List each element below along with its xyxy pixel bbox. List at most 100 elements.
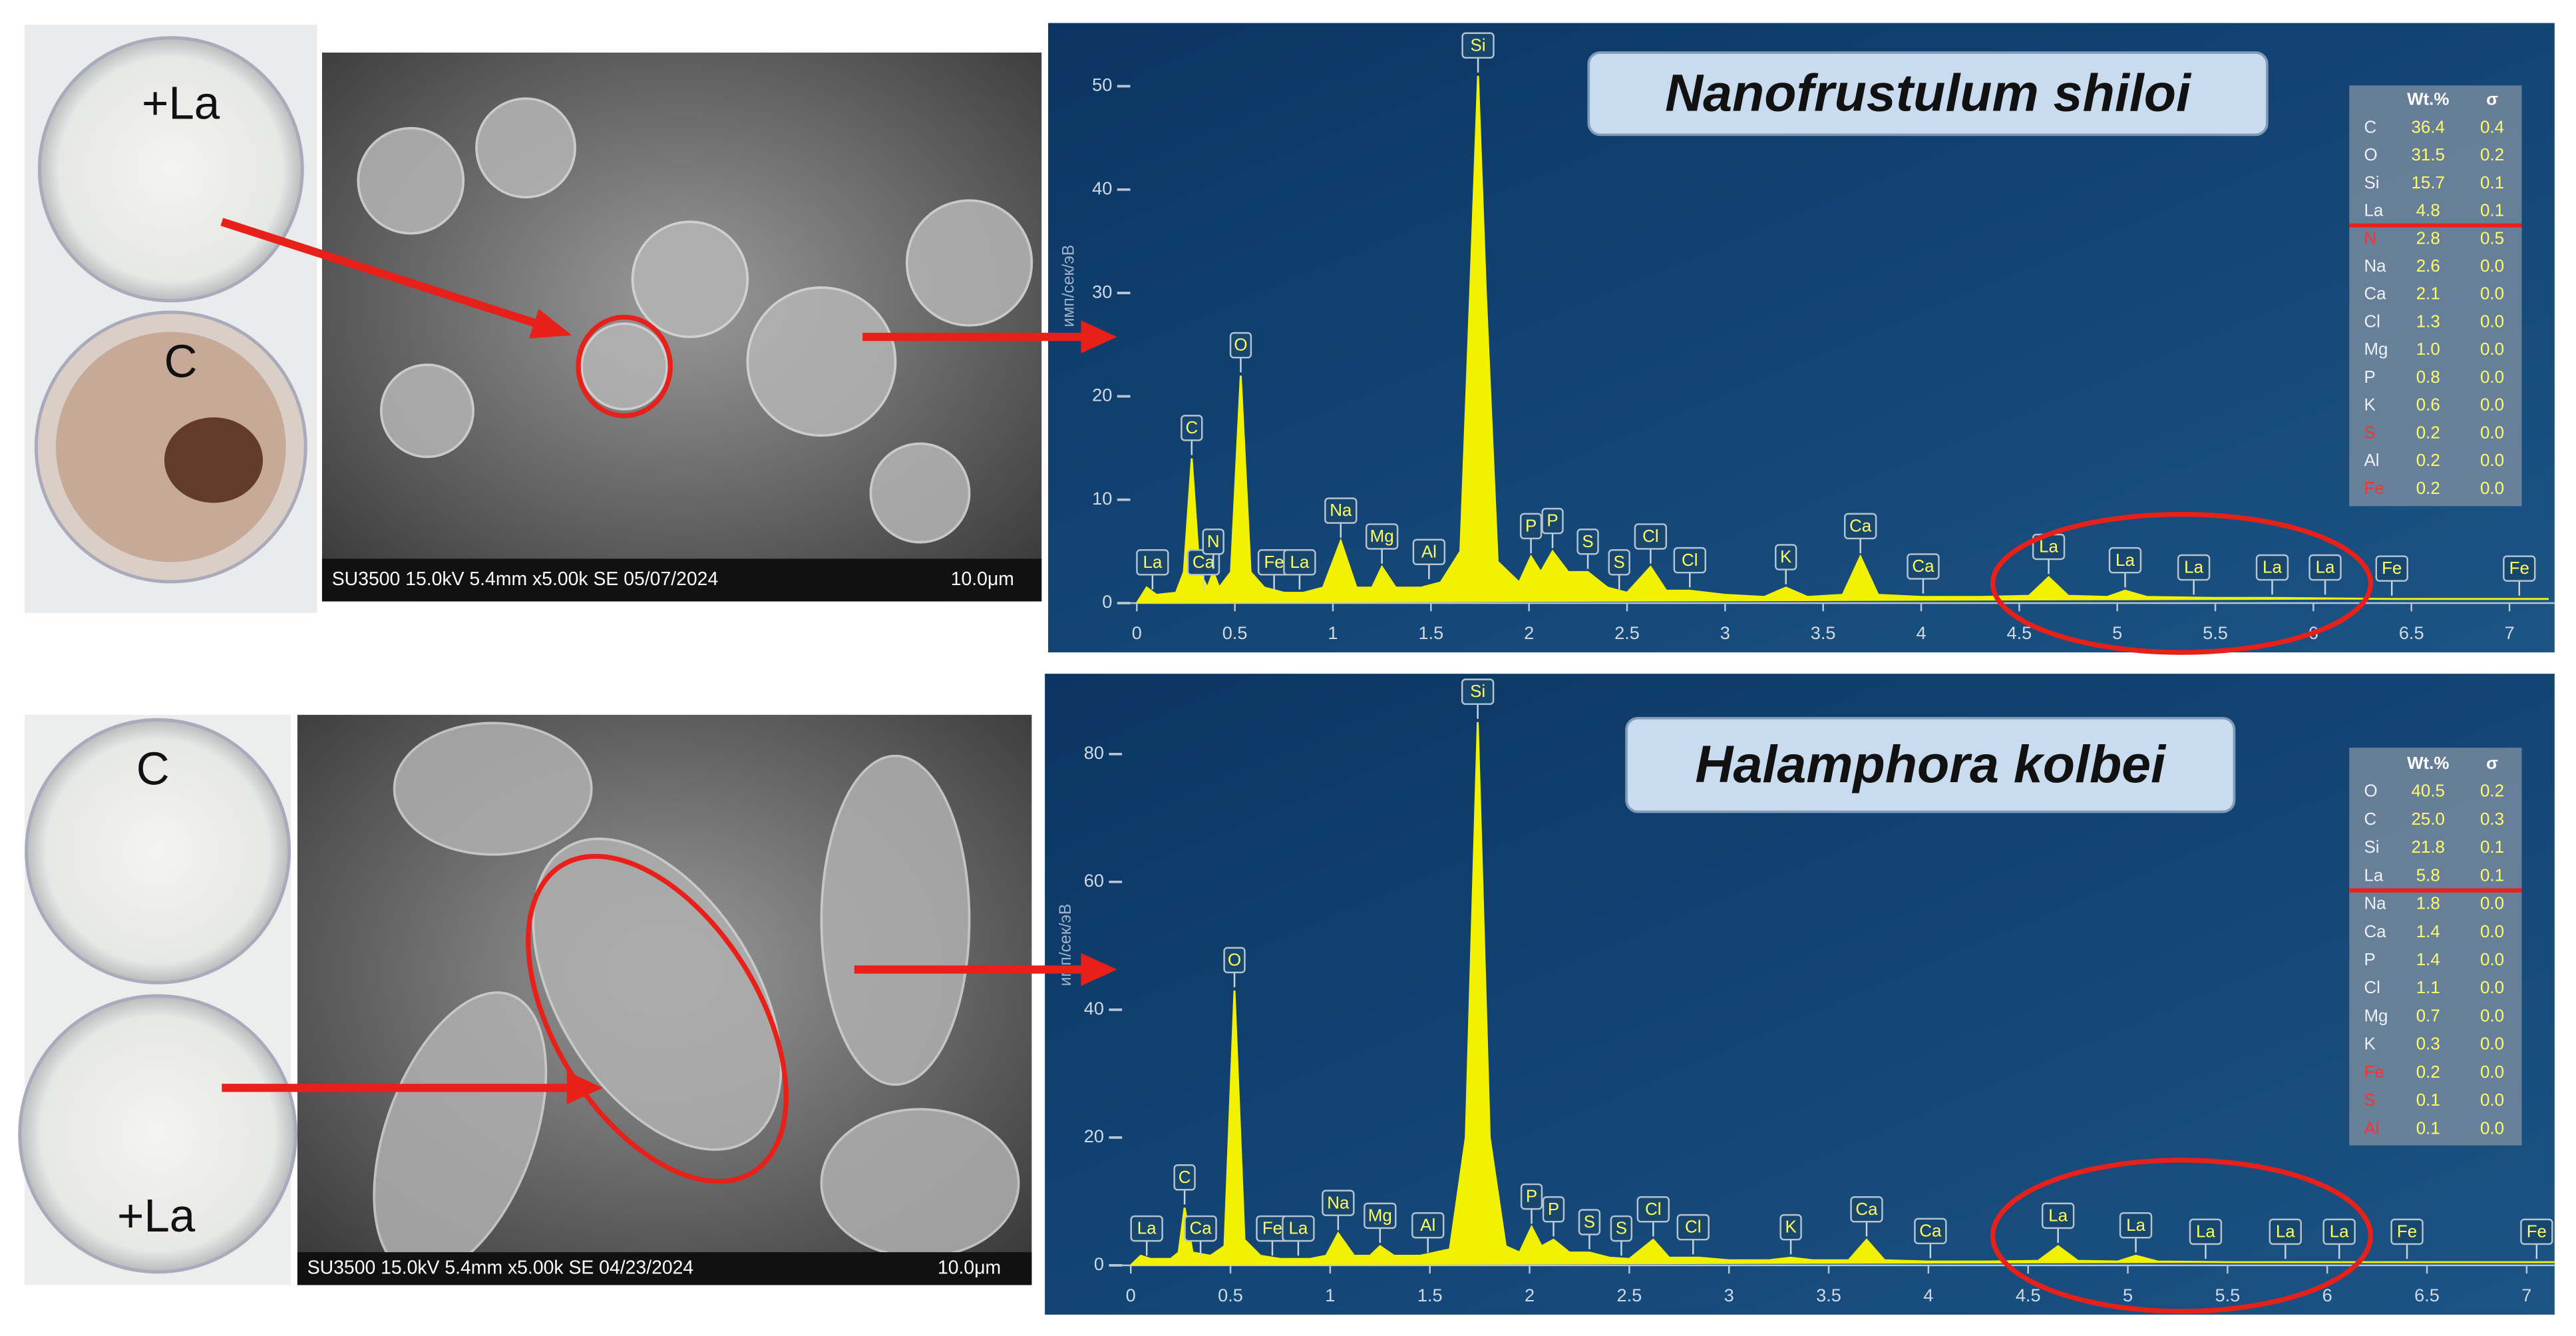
table-element: O [2364,146,2377,164]
peak-tag [1173,1164,1196,1191]
peak-tag [2041,1202,2075,1229]
peak-label: Si [1470,682,1485,701]
table-cell: 0.7 [2416,1006,2440,1025]
x-tick-label: 7 [2521,1285,2531,1305]
arrows [220,218,1117,1104]
table-cell: 0.0 [2480,340,2504,359]
peak-label: C [1179,1168,1191,1187]
sem-caption: SU3500 15.0kV 5.4mm x5.00k SE 05/07/2024 [332,568,718,590]
peak-tag [1676,1214,1710,1241]
y-tick-label: 40 [1084,998,1104,1018]
peak-tag [1914,1218,1947,1245]
table-element: P [2364,951,2375,969]
table-cell: 0.3 [2416,1035,2440,1054]
peak-tag [1542,1196,1565,1223]
table-element: O [2364,782,2377,801]
x-tick-label: 6.5 [2399,622,2424,643]
table-element: N [2364,229,2376,248]
peak-label: O [1234,336,1247,355]
peak-tag [2308,554,2342,581]
table-cell: 0.0 [2480,923,2504,941]
x-tick-label: 5 [2112,622,2122,643]
y-axis-label: имп/сек/эВ [1057,904,1075,987]
peak-tag [1324,497,1358,524]
title-box [1587,51,2269,136]
table-cell: 0.0 [2480,1091,2504,1110]
peak-label: S [1584,1213,1595,1231]
table-element: Cl [2364,312,2380,331]
petri-dish [37,36,304,303]
peak-label: La [1143,553,1162,572]
table-background [2349,85,2522,507]
table-element: Si [2364,838,2379,857]
table-cell: 5.8 [2416,866,2440,885]
peak-label: La [2316,558,2335,577]
table-cell: 0.0 [2480,451,2504,470]
chart-title: Halamphora kolbei [1695,734,2167,793]
table-cell: 0.2 [2416,423,2440,442]
peak-label: Na [1330,501,1352,520]
peak-label: Al [1420,1216,1435,1235]
table-element: C [2364,810,2376,829]
table-cell: 40.5 [2412,782,2445,801]
sample [164,417,264,503]
peak-tag [1779,1214,1802,1241]
table-cell: 0.0 [2480,1035,2504,1054]
peak-label: Fe [2527,1222,2547,1241]
peak-tag [1775,544,1797,570]
y-tick-label: 40 [1092,178,1112,198]
peak-label: P [1526,1188,1537,1206]
peak-tag [1461,678,1495,705]
y-tick-label: 20 [1092,385,1112,405]
title-box [1625,716,2236,813]
photo-label: C [136,743,170,795]
peak-label: La [1137,1220,1157,1238]
peak-tag [1184,1215,1217,1242]
highlight-ellipses [526,314,2374,1314]
x-tick-label: 4 [1916,622,1926,643]
peak-label: La [2039,538,2058,557]
peak-label: Na [1327,1194,1350,1212]
table-element: S [2364,423,2375,442]
table-cell: 0.1 [2416,1091,2440,1110]
table-header: Wt.% [2407,754,2449,773]
table-element: Fe [2364,479,2384,498]
petri-dish [18,994,297,1274]
table-header: σ [2486,90,2498,109]
peak-label: Fe [2509,559,2529,578]
table-cell: 0.0 [2480,312,2504,331]
peak-tag [1412,539,1446,566]
x-tick-label: 2 [1525,1285,1535,1305]
x-tick-label: 5.5 [2215,1285,2241,1305]
peak-label: Ca [1855,1200,1878,1219]
eds-chart: имп/сек/эВ 0 10 20 30 40 50 0 0.5 1 1.5 2 2.5 3 3.5 4 4.… [1048,23,2555,653]
y-tick-label: 80 [1084,742,1104,763]
table-cell: 0.0 [2480,257,2504,276]
x-tick-label: 0 [1126,1285,1136,1305]
table-header: Wt.% [2407,90,2449,109]
peak-label: La [2116,551,2135,570]
peak-label: La [2330,1222,2349,1241]
x-tick-label: 2.5 [1617,1285,1642,1305]
petri-dish [25,718,291,985]
table-cell: 0.1 [2480,838,2504,857]
x-tick-label: 1 [1328,622,1338,643]
peak-tag [1636,1196,1670,1223]
peak-label: Fe [2397,1222,2417,1241]
table-cell: 15.7 [2412,174,2445,192]
y-axis-label: имп/сек/эВ [1060,245,1078,328]
peak-tag [1673,547,1706,574]
peak-label: K [1785,1218,1796,1237]
table-element: La [2364,866,2383,885]
peak-tag [1610,1215,1633,1242]
peak-tag [2520,1218,2553,1245]
table-cell: 0.6 [2416,396,2440,415]
y-tick-label: 30 [1092,281,1112,302]
peak-tag [1136,549,1169,576]
table-element: La [2364,202,2383,220]
peak-label: Cl [1682,551,1698,570]
table-cell: 0.0 [2480,1063,2504,1082]
x-tick-label: 5 [2123,1285,2133,1305]
peak-label: Mg [1368,1206,1392,1225]
y-tick-label: 60 [1084,870,1104,891]
